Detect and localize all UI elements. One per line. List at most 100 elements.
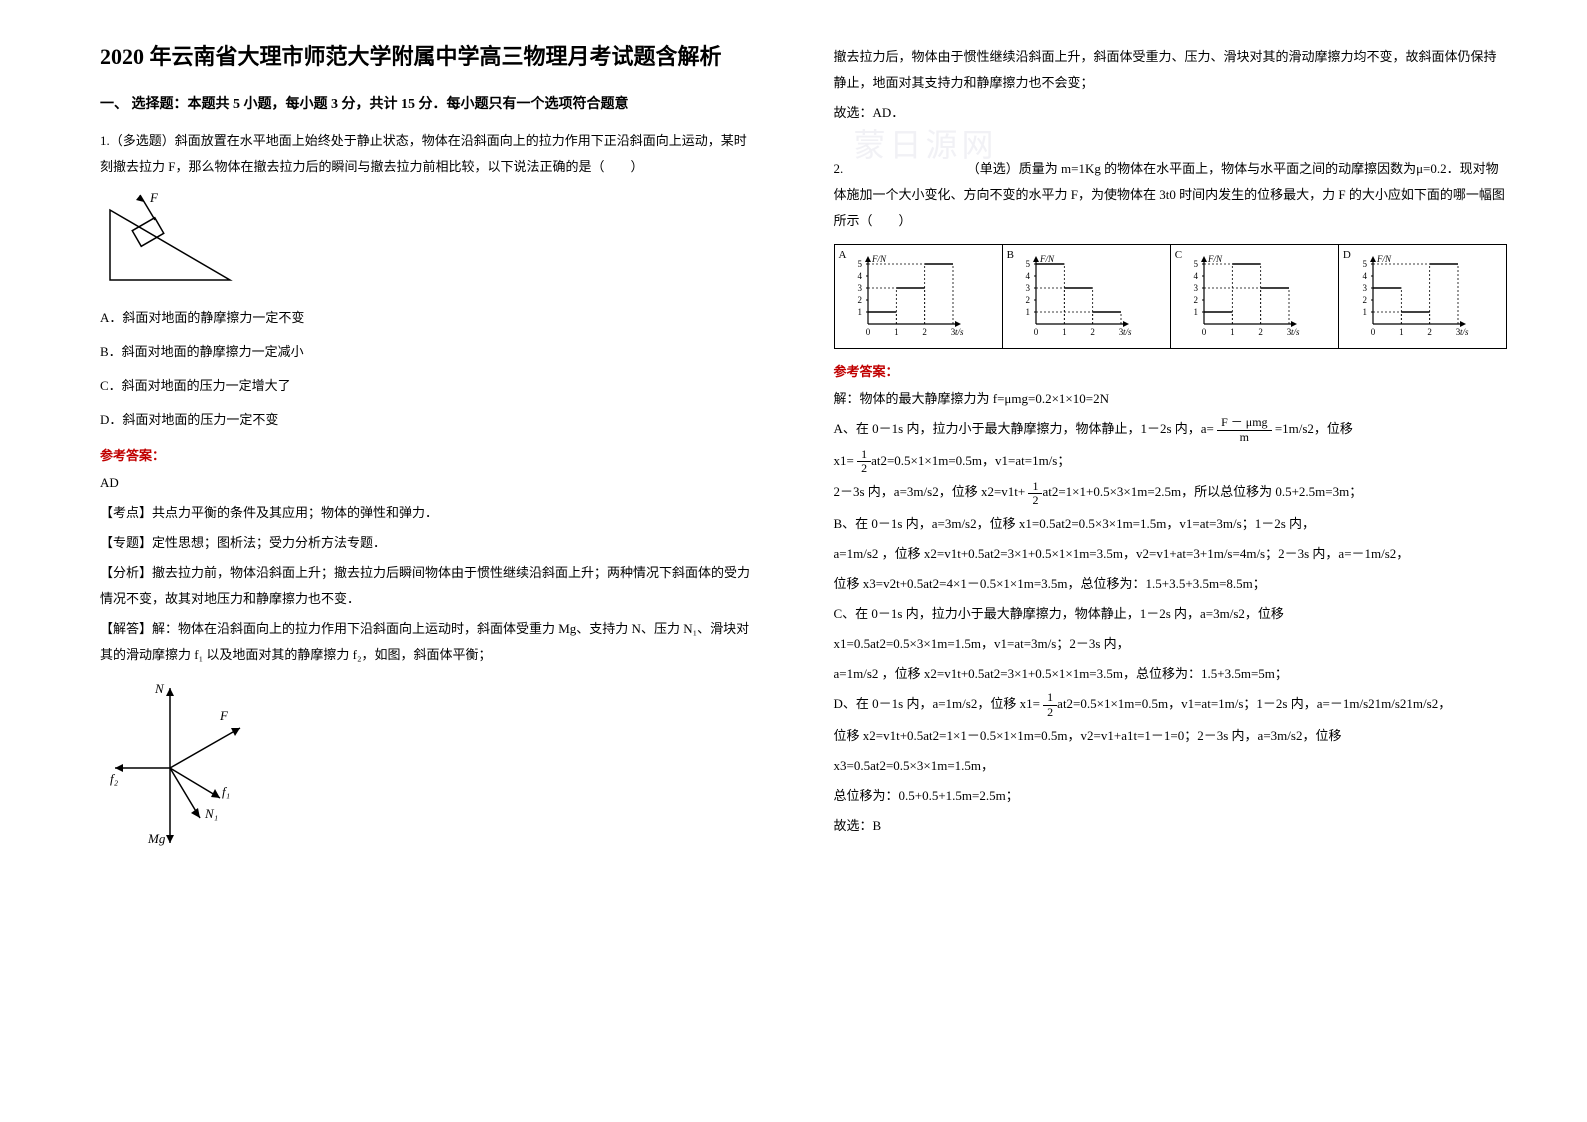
incline-diagram: F bbox=[100, 190, 754, 295]
svg-text:2: 2 bbox=[1090, 327, 1095, 337]
svg-text:t/s: t/s bbox=[1291, 327, 1300, 337]
sol-line-d4: 总位移为：0.5+0.5+1.5m=2.5m； bbox=[834, 783, 1508, 809]
svg-text:3: 3 bbox=[1194, 283, 1199, 293]
left-column: 2020 年云南省大理市师范大学附属中学高三物理月考试题含解析 一、 选择题：本… bbox=[0, 0, 794, 1122]
q1-tag-zhuanti: 【专题】定性思想；图析法；受力分析方法专题． bbox=[100, 530, 754, 556]
sol-line-c1: C、在 0－1s 内，拉力小于最大静摩擦力，物体静止，1－2s 内，a=3m/s… bbox=[834, 601, 1508, 627]
sol-line-d1: D、在 0－1s 内，a=1m/s2，位移 x1= 12at2=0.5×1×1m… bbox=[834, 691, 1508, 719]
svg-text:f₂: f₂ bbox=[110, 771, 119, 786]
svg-text:F/N: F/N bbox=[1039, 254, 1055, 264]
q1-answer: AD bbox=[100, 470, 754, 496]
svg-text:5: 5 bbox=[1025, 259, 1030, 269]
q1-tag-kaodian: 【考点】共点力平衡的条件及其应用；物体的弹性和弹力． bbox=[100, 500, 754, 526]
q1-stem: 1.（多选题）斜面放置在水平地面上始终处于静止状态，物体在沿斜面向上的拉力作用下… bbox=[100, 128, 754, 180]
svg-text:1: 1 bbox=[895, 327, 900, 337]
svg-text:4: 4 bbox=[1194, 271, 1199, 281]
svg-text:4: 4 bbox=[858, 271, 863, 281]
svg-text:5: 5 bbox=[858, 259, 863, 269]
svg-text:t/s: t/s bbox=[1460, 327, 1469, 337]
svg-text:1: 1 bbox=[858, 307, 863, 317]
svg-text:F/N: F/N bbox=[1376, 254, 1392, 264]
svg-text:1: 1 bbox=[1362, 307, 1367, 317]
sol-line-a3: 2－3s 内，a=3m/s2，位移 x2=v1t+ 12at2=1×1+0.5×… bbox=[834, 479, 1508, 507]
chart-d: D123450123F/Nt/s bbox=[1339, 245, 1506, 348]
svg-text:2: 2 bbox=[1194, 295, 1199, 305]
q1-option-a: A．斜面对地面的静摩擦力一定不变 bbox=[100, 305, 754, 331]
q1-tag-fenxi: 【分析】撤去拉力前，物体沿斜面上升；撤去拉力后瞬间物体由于惯性继续沿斜面上升；两… bbox=[100, 560, 754, 612]
svg-text:F/N: F/N bbox=[871, 254, 887, 264]
svg-text:0: 0 bbox=[1202, 327, 1207, 337]
answer-heading-1: 参考答案： bbox=[100, 445, 754, 464]
svg-text:2: 2 bbox=[858, 295, 863, 305]
sol-line-a2: x1= 12at2=0.5×1×1m=0.5m，v1=at=1m/s； bbox=[834, 448, 1508, 476]
force-diagram: N F f₂ f₁ N₁ Mg bbox=[100, 678, 754, 853]
svg-text:N₁: N₁ bbox=[204, 806, 218, 821]
sol-line-b1: B、在 0－1s 内，a=3m/s2，位移 x1=0.5at2=0.5×3×1m… bbox=[834, 511, 1508, 537]
svg-text:N: N bbox=[154, 681, 165, 696]
chart-a-label: A bbox=[839, 249, 847, 261]
chart-b-label: B bbox=[1007, 249, 1014, 261]
sol-a2b: at2=0.5×1×1m=0.5m，v1=at=1m/s； bbox=[871, 453, 1070, 468]
section-1-head: 一、 选择题：本题共 5 小题，每小题 3 分，共计 15 分．每小题只有一个选… bbox=[100, 93, 754, 113]
sol-line-d2: 位移 x2=v1t+0.5at2=1×1－0.5×1×1m=0.5m，v2=v1… bbox=[834, 723, 1508, 749]
svg-text:2: 2 bbox=[923, 327, 928, 337]
sol-final: 故选：B bbox=[834, 813, 1508, 839]
q1-tag-jieda: 【解答】解：物体在沿斜面向上的拉力作用下沿斜面向上运动时，斜面体受重力 Mg、支… bbox=[100, 616, 754, 668]
chart-c: C123450123F/Nt/s bbox=[1171, 245, 1339, 348]
svg-text:1: 1 bbox=[1194, 307, 1199, 317]
sol-line-a1: A、在 0－1s 内，拉力小于最大静摩擦力，物体静止，1－2s 内，a= F －… bbox=[834, 416, 1508, 444]
svg-text:3: 3 bbox=[1025, 283, 1030, 293]
q1-option-b: B．斜面对地面的静摩擦力一定减小 bbox=[100, 339, 754, 365]
svg-text:0: 0 bbox=[1034, 327, 1039, 337]
charts-row: A123450123F/Nt/s B123450123F/Nt/s C12345… bbox=[834, 244, 1508, 349]
svg-text:f₁: f₁ bbox=[222, 784, 230, 799]
svg-text:F: F bbox=[219, 708, 229, 723]
sol-line-c2: x1=0.5at2=0.5×3×1m=1.5m，v1=at=3m/s；2－3s … bbox=[834, 631, 1508, 657]
svg-text:0: 0 bbox=[1371, 327, 1376, 337]
q1-option-c: C．斜面对地面的压力一定增大了 bbox=[100, 373, 754, 399]
svg-text:4: 4 bbox=[1362, 271, 1367, 281]
chart-a: A123450123F/Nt/s bbox=[835, 245, 1003, 348]
fraction-fmumg: F － μmgm bbox=[1217, 416, 1271, 443]
svg-text:1: 1 bbox=[1399, 327, 1404, 337]
q1-cont-2: 故选：AD． bbox=[834, 100, 1508, 126]
sol-d1b: at2=0.5×1×1m=0.5m，v1=at=1m/s；1－2s 内，a=－1… bbox=[1057, 696, 1451, 711]
q1-cont-1: 撤去拉力后，物体由于惯性继续沿斜面上升，斜面体受重力、压力、滑块对其的滑动摩擦力… bbox=[834, 44, 1508, 96]
answer-heading-2: 参考答案： bbox=[834, 361, 1508, 380]
sol-a3a: 2－3s 内，a=3m/s2，位移 x2=v1t+ bbox=[834, 484, 1029, 499]
fraction-half-2: 12 bbox=[1028, 480, 1042, 507]
sol-a1b-text: =1m/s2，位移 bbox=[1275, 421, 1353, 436]
sol-a3b: at2=1×1+0.5×3×1m=2.5m，所以总位移为 0.5+2.5m=3m… bbox=[1042, 484, 1362, 499]
incline-force-label: F bbox=[149, 190, 159, 205]
svg-text:3: 3 bbox=[858, 283, 863, 293]
sol-line-d3: x3=0.5at2=0.5×3×1m=1.5m， bbox=[834, 753, 1508, 779]
svg-text:3: 3 bbox=[1362, 283, 1367, 293]
svg-text:t/s: t/s bbox=[955, 327, 964, 337]
svg-text:1: 1 bbox=[1025, 307, 1030, 317]
svg-text:2: 2 bbox=[1362, 295, 1367, 305]
chart-c-label: C bbox=[1175, 249, 1182, 261]
svg-text:0: 0 bbox=[866, 327, 871, 337]
page: 2020 年云南省大理市师范大学附属中学高三物理月考试题含解析 一、 选择题：本… bbox=[0, 0, 1587, 1122]
svg-text:5: 5 bbox=[1362, 259, 1367, 269]
fraction-half-1: 12 bbox=[857, 448, 871, 475]
sol-a2a: x1= bbox=[834, 453, 858, 468]
svg-text:4: 4 bbox=[1025, 271, 1030, 281]
sol-line-b3: 位移 x3=v2t+0.5at2=4×1－0.5×1×1m=3.5m，总位移为：… bbox=[834, 571, 1508, 597]
sol-line-c3: a=1m/s2 ，位移 x2=v1t+0.5at2=3×1+0.5×1×1m=3… bbox=[834, 661, 1508, 687]
svg-text:2: 2 bbox=[1025, 295, 1030, 305]
document-title: 2020 年云南省大理市师范大学附属中学高三物理月考试题含解析 bbox=[100, 40, 754, 73]
sol-a1-text: A、在 0－1s 内，拉力小于最大静摩擦力，物体静止，1－2s 内，a= bbox=[834, 421, 1214, 436]
svg-text:2: 2 bbox=[1259, 327, 1264, 337]
q1-option-d: D．斜面对地面的压力一定不变 bbox=[100, 407, 754, 433]
q2-stem: 2. （单选）质量为 m=1Kg 的物体在水平面上，物体与水平面之间的动摩擦因数… bbox=[834, 156, 1508, 234]
sol-line-b2: a=1m/s2 ，位移 x2=v1t+0.5at2=3×1+0.5×1×1m=3… bbox=[834, 541, 1508, 567]
sol-d1a: D、在 0－1s 内，a=1m/s2，位移 x1= bbox=[834, 696, 1044, 711]
chart-b: B123450123F/Nt/s bbox=[1003, 245, 1171, 348]
right-column: 蒙日源网 撤去拉力后，物体由于惯性继续沿斜面上升，斜面体受重力、压力、滑块对其的… bbox=[794, 0, 1587, 1122]
fraction-half-3: 12 bbox=[1043, 691, 1057, 718]
svg-text:1: 1 bbox=[1230, 327, 1235, 337]
svg-text:5: 5 bbox=[1194, 259, 1199, 269]
svg-text:2: 2 bbox=[1427, 327, 1432, 337]
svg-text:1: 1 bbox=[1062, 327, 1067, 337]
